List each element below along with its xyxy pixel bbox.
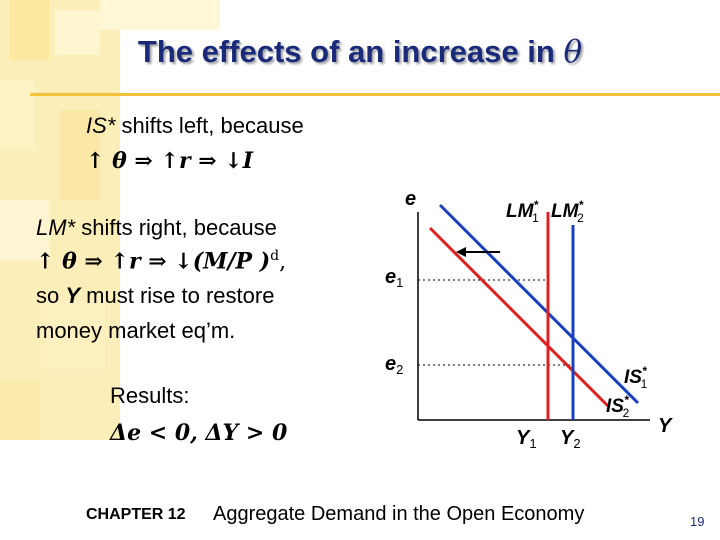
lm1-star: * bbox=[533, 198, 539, 212]
is1-sub: 1 bbox=[641, 377, 648, 391]
lm-star-label: LM* bbox=[36, 215, 76, 240]
lm-shift-line4: money market eq’m. bbox=[36, 318, 236, 343]
is2-sub: 2 bbox=[623, 406, 630, 420]
is2-star: * bbox=[624, 393, 630, 407]
svg-text:e1: e1 bbox=[385, 266, 403, 290]
is2-curve bbox=[428, 226, 610, 408]
e1-label: e bbox=[385, 266, 396, 288]
svg-text:Y2: Y2 bbox=[560, 427, 581, 451]
line3-post: must rise to restore bbox=[80, 283, 275, 308]
y1-sub: 1 bbox=[529, 436, 536, 451]
results-line: Δe < 0, ΔY > 0 bbox=[110, 420, 287, 446]
x-axis-label: Y bbox=[658, 415, 673, 437]
line3-pre: so bbox=[36, 283, 66, 308]
lm-chain-text: ↑ θ ⇒ ↑r ⇒ ↓(M/P ) bbox=[36, 248, 271, 275]
page-number: 19 bbox=[690, 514, 705, 529]
lm-chain-sup: d bbox=[270, 248, 280, 264]
footer-caption: Aggregate Demand in the Open Economy bbox=[213, 503, 585, 525]
lm2-label: LM bbox=[551, 201, 580, 222]
shift-arrowhead bbox=[456, 247, 466, 257]
y2-label: Y bbox=[560, 427, 575, 449]
y-axis-label: e bbox=[405, 188, 416, 210]
slide-title: The effects of an increase in θ bbox=[0, 34, 720, 70]
y2-sub: 2 bbox=[573, 436, 580, 451]
e1-sub: 1 bbox=[396, 275, 403, 290]
e2-sub: 2 bbox=[396, 362, 403, 377]
is-shift-line: IS* shifts left, because bbox=[86, 113, 304, 139]
is1-label: IS bbox=[624, 367, 642, 388]
is-chain-text: ↑ θ ⇒ ↑r ⇒ ↓I bbox=[86, 148, 254, 174]
svg-text:LM*1: LM* 1 bbox=[506, 198, 539, 225]
is-shift-text: shifts left, because bbox=[115, 113, 304, 138]
lm-shift-line: LM* shifts right, because bbox=[36, 215, 277, 241]
lm-chain-end: , bbox=[279, 249, 287, 275]
lm-shift-line3: so Y must rise to restore bbox=[36, 283, 274, 309]
svg-text:Y1: Y1 bbox=[516, 427, 537, 451]
svg-text:e2: e2 bbox=[385, 353, 403, 377]
is-shift-chain: ↑ θ ⇒ ↑r ⇒ ↓I bbox=[86, 148, 253, 174]
lm1-sub: 1 bbox=[532, 211, 539, 225]
lm2-sub: 2 bbox=[577, 211, 584, 225]
is1-curve bbox=[438, 203, 640, 405]
results-label: Results: bbox=[110, 383, 190, 408]
lm2-star: * bbox=[578, 198, 584, 212]
y1-label: Y bbox=[516, 427, 531, 449]
is2-label: IS bbox=[606, 396, 624, 417]
lm-shift-text: shifts right, because bbox=[75, 215, 277, 240]
lm-shift-chain: ↑ θ ⇒ ↑r ⇒ ↓(M/P )d, bbox=[36, 248, 286, 274]
e2-label: e bbox=[385, 353, 396, 375]
svg-text:IS*2: IS* 2 bbox=[606, 393, 630, 420]
theta-symbol: θ bbox=[563, 34, 583, 70]
results-text: Δe < 0, ΔY > 0 bbox=[110, 420, 288, 446]
title-text: The effects of an increase in bbox=[137, 34, 555, 69]
line3-var: Y bbox=[65, 283, 81, 308]
svg-text:LM*2: LM* 2 bbox=[551, 198, 584, 225]
chapter-label: CHAPTER 12 bbox=[86, 506, 186, 523]
lm1-label: LM bbox=[506, 201, 535, 222]
is-star-label: IS* bbox=[86, 113, 116, 138]
svg-text:IS*1: IS* 1 bbox=[624, 364, 648, 391]
is1-star: * bbox=[642, 364, 648, 378]
title-underline bbox=[30, 93, 720, 96]
